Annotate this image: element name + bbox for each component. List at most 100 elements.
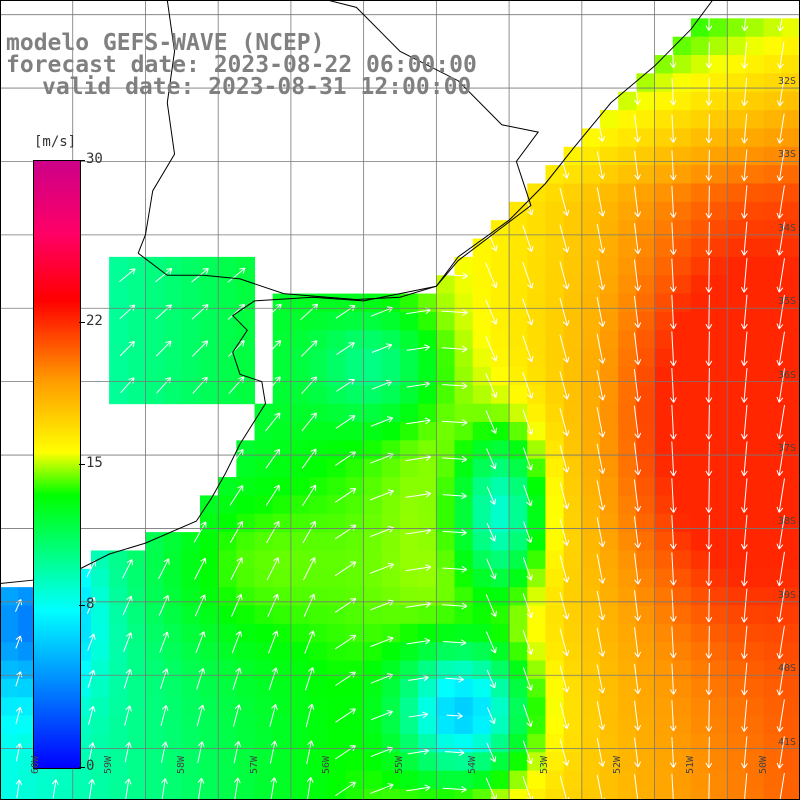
wind-cell — [381, 752, 401, 772]
wind-cell — [327, 440, 346, 460]
wind-cell — [636, 385, 656, 405]
wind-cell — [727, 275, 746, 295]
wind-cell — [690, 311, 710, 331]
wind-cell — [636, 568, 656, 588]
wind-cell — [636, 91, 656, 111]
wind-cell — [727, 91, 746, 111]
wind-cell — [363, 293, 383, 313]
wind-cell — [690, 532, 710, 551]
wind-arrow — [158, 558, 170, 580]
wind-cell — [472, 752, 492, 772]
wind-arrow — [442, 602, 468, 610]
wind-cell — [0, 733, 19, 753]
wind-cell — [290, 293, 310, 313]
wind-cell — [418, 770, 437, 790]
wind-cell — [490, 330, 510, 350]
wind-cell — [618, 715, 637, 735]
wind-cell — [418, 513, 437, 533]
wind-cell — [345, 293, 365, 313]
wind-cell — [327, 623, 346, 643]
wind-cell — [672, 678, 692, 698]
wind-cell — [781, 550, 800, 570]
wind-arrow — [559, 702, 570, 730]
wind-cell — [0, 697, 19, 717]
wind-cell — [345, 623, 365, 643]
wind-cell — [545, 532, 565, 551]
wind-arrow — [705, 6, 713, 31]
latitude-label: 40S — [777, 663, 796, 675]
wind-cell — [327, 587, 346, 607]
wind-cell — [290, 660, 310, 680]
wind-cell — [636, 623, 656, 643]
wind-cell — [381, 770, 401, 790]
wind-arrow — [446, 712, 463, 720]
wind-cell — [563, 568, 583, 588]
wind-cell — [218, 678, 237, 698]
wind-cell — [709, 36, 728, 56]
wind-arrow — [776, 515, 786, 550]
wind-cell — [618, 513, 637, 533]
wind-cell — [672, 128, 692, 148]
wind-arrow — [776, 441, 786, 477]
wind-cell — [254, 568, 274, 588]
wind-cell — [600, 568, 619, 588]
wind-cell — [418, 752, 437, 772]
wind-cell — [509, 532, 528, 551]
wind-cell — [436, 568, 456, 588]
wind-cell — [109, 568, 128, 588]
wind-arrow — [370, 636, 394, 648]
wind-cell — [163, 678, 183, 698]
wind-cell — [127, 348, 146, 368]
wind-cell — [290, 568, 310, 588]
wind-cell — [145, 642, 165, 662]
wind-arrow — [776, 331, 786, 366]
wind-cell — [654, 752, 674, 772]
wind-cell — [745, 311, 765, 331]
wind-cell — [636, 293, 656, 313]
latitude-label: 41S — [777, 736, 796, 748]
wind-arrow — [197, 741, 205, 764]
wind-arrow — [776, 662, 785, 696]
wind-arrow — [633, 479, 642, 512]
wind-cell — [727, 715, 746, 735]
wind-cell — [381, 348, 401, 368]
wind-arrow — [596, 187, 606, 217]
wind-cell — [309, 403, 328, 423]
wind-arrow — [306, 740, 314, 765]
wind-cell — [690, 293, 710, 313]
wind-cell — [727, 36, 746, 56]
latitude-label: 32S — [777, 76, 796, 88]
wind-cell — [563, 458, 583, 478]
wind-cell — [745, 366, 765, 386]
wind-cell — [400, 770, 419, 790]
wind-cell — [472, 788, 492, 800]
wind-cell — [618, 495, 637, 515]
wind-arrow — [776, 699, 785, 733]
wind-cell — [763, 403, 783, 423]
wind-cell — [745, 752, 765, 772]
wind-cell — [654, 183, 674, 203]
wind-arrow — [705, 588, 713, 623]
wind-cell — [272, 311, 292, 331]
wind-cell — [690, 201, 710, 221]
wind-cell — [709, 788, 728, 800]
wind-cell — [363, 715, 383, 735]
wind-arrow — [559, 518, 570, 546]
wind-arrow — [740, 478, 748, 513]
wind-cell — [654, 532, 674, 551]
wind-arrow — [155, 304, 172, 320]
wind-cell — [690, 110, 710, 129]
wind-cell — [400, 495, 419, 515]
wind-cell — [581, 697, 601, 717]
wind-cell — [563, 165, 583, 184]
wind-cell — [636, 256, 656, 276]
wind-arrow — [335, 745, 356, 760]
wind-cell — [18, 678, 37, 698]
wind-cell — [781, 440, 800, 460]
wind-cell — [272, 605, 292, 625]
wind-arrow — [523, 521, 533, 543]
wind-cell — [345, 385, 365, 405]
wind-cell — [363, 605, 383, 625]
wind-cell — [109, 623, 128, 643]
wind-arrow — [51, 779, 59, 799]
